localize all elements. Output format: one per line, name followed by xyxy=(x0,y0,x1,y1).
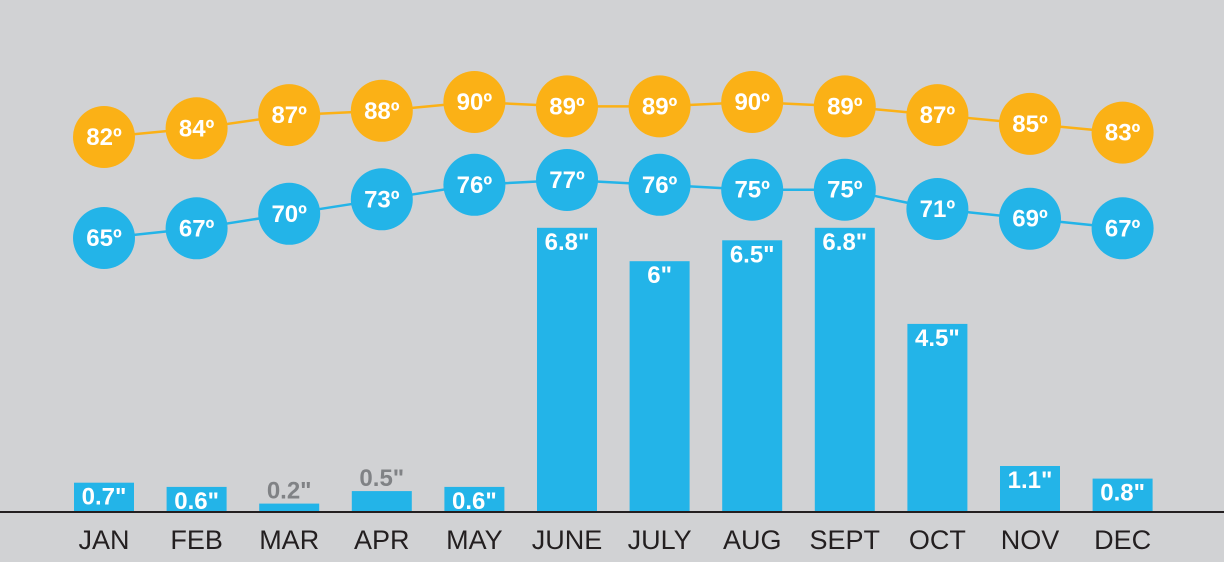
low-temp-label-may: 76º xyxy=(457,172,493,199)
low-temp-label-jan: 65º xyxy=(86,225,122,252)
bar-label-may: 0.6" xyxy=(452,488,497,515)
bar-label-oct: 4.5" xyxy=(915,325,960,352)
month-label-june: JUNE xyxy=(532,525,603,555)
low-temp-label-dec: 67º xyxy=(1105,215,1141,242)
high-temp-point-june xyxy=(536,75,598,138)
bar-mar xyxy=(259,503,320,512)
bar-aug xyxy=(722,240,783,513)
bar-apr xyxy=(351,491,412,512)
low-temp-label-june: 77º xyxy=(549,167,585,194)
bar-oct xyxy=(907,323,968,512)
high-temp-label-jan: 82º xyxy=(86,124,122,151)
low-temp-label-oct: 71º xyxy=(920,196,956,223)
low-temp-point-sept xyxy=(813,158,876,221)
low-temp-label-nov: 69º xyxy=(1012,206,1048,233)
bar-jan xyxy=(74,482,134,512)
high-temp-point-oct xyxy=(906,84,969,147)
bar-may xyxy=(444,486,505,512)
bar-sept xyxy=(814,227,875,513)
bar-feb xyxy=(166,486,227,512)
low-temp-point-dec xyxy=(1091,197,1154,260)
bar-label-nov: 1.1" xyxy=(1008,467,1053,494)
low-temp-line xyxy=(103,178,1123,240)
bar-label-apr: 0.5" xyxy=(359,465,404,492)
high-temp-label-mar: 87º xyxy=(271,102,307,129)
high-temp-label-feb: 84º xyxy=(179,115,215,142)
high-temp-label-aug: 90º xyxy=(734,89,770,116)
high-temp-point-nov xyxy=(999,92,1061,155)
high-temp-point-feb xyxy=(165,97,228,160)
low-temp-label-sept: 75º xyxy=(827,177,863,204)
low-temp-point-feb xyxy=(165,197,228,260)
low-temp-point-apr xyxy=(350,168,413,231)
month-label-aug: AUG xyxy=(723,525,782,555)
high-temp-point-apr xyxy=(350,79,413,142)
month-label-mar: MAR xyxy=(259,525,319,555)
month-label-dec: DEC xyxy=(1094,525,1151,555)
high-temp-point-sept xyxy=(813,75,876,138)
month-label-nov: NOV xyxy=(1001,525,1060,555)
high-temp-point-july xyxy=(628,75,691,138)
high-temp-label-june: 89º xyxy=(549,93,585,120)
bar-july xyxy=(629,261,690,512)
low-temp-label-feb: 67º xyxy=(179,215,215,242)
month-label-jan: JAN xyxy=(78,525,129,555)
low-temp-point-may xyxy=(443,153,506,216)
bar-june xyxy=(537,227,597,513)
month-label-feb: FEB xyxy=(170,525,223,555)
low-temp-point-oct xyxy=(906,178,969,240)
low-temp-label-july: 76º xyxy=(642,172,678,199)
rainfall-bars: 0.7" 0.6" 0.2" 0.5" 0.6" 6.8" 6" 6.5" 6.8" 4.5" 1.… xyxy=(74,227,1153,515)
temperature-lines xyxy=(103,100,1123,240)
bar-nov xyxy=(1000,466,1060,512)
temperature-points: 82º 84º 87º 88º 90º 89º 89º 90º 89º 87º 85º 83º 65º 6… xyxy=(73,71,1154,269)
low-temp-point-mar xyxy=(258,182,321,245)
bar-label-mar: 0.2" xyxy=(267,478,312,505)
month-label-apr: APR xyxy=(354,525,410,555)
month-label-july: JULY xyxy=(628,525,692,555)
low-temp-label-apr: 73º xyxy=(364,186,400,213)
low-temp-label-aug: 75º xyxy=(734,177,770,204)
high-temp-label-nov: 85º xyxy=(1012,111,1048,138)
high-temp-label-sept: 89º xyxy=(827,93,863,120)
month-label-sept: SEPT xyxy=(810,525,881,555)
bar-label-jan: 0.7" xyxy=(82,484,127,511)
high-temp-label-dec: 83º xyxy=(1105,120,1141,147)
month-label-may: MAY xyxy=(446,525,503,555)
high-temp-label-oct: 87º xyxy=(920,102,956,129)
high-temp-label-apr: 88º xyxy=(364,98,400,125)
high-temp-point-may xyxy=(443,71,506,133)
bar-label-sept: 6.8" xyxy=(822,229,867,256)
bar-label-june: 6.8" xyxy=(545,229,590,256)
bar-dec xyxy=(1092,478,1153,512)
bar-label-dec: 0.8" xyxy=(1100,480,1145,507)
high-temp-point-mar xyxy=(258,84,321,147)
high-temp-line xyxy=(103,100,1123,139)
high-temp-point-dec xyxy=(1091,101,1154,164)
low-temp-point-aug xyxy=(721,158,784,221)
bar-label-aug: 6.5" xyxy=(730,241,775,268)
low-temp-point-june xyxy=(536,149,598,211)
high-temp-label-july: 89º xyxy=(642,93,678,120)
high-temp-point-aug xyxy=(721,71,784,133)
month-axis: JAN FEB MAR APR MAY JUNE JULY AUG SEPT OCT NOV DEC xyxy=(78,525,1151,555)
bar-label-feb: 0.6" xyxy=(174,488,219,515)
low-temp-label-mar: 70º xyxy=(271,201,307,228)
month-label-oct: OCT xyxy=(909,525,966,555)
bar-label-july: 6" xyxy=(647,262,672,289)
low-temp-point-jan xyxy=(73,207,135,269)
high-temp-point-jan xyxy=(73,106,135,168)
low-temp-point-nov xyxy=(999,187,1061,250)
high-temp-label-may: 90º xyxy=(457,89,493,116)
low-temp-point-july xyxy=(628,153,691,216)
